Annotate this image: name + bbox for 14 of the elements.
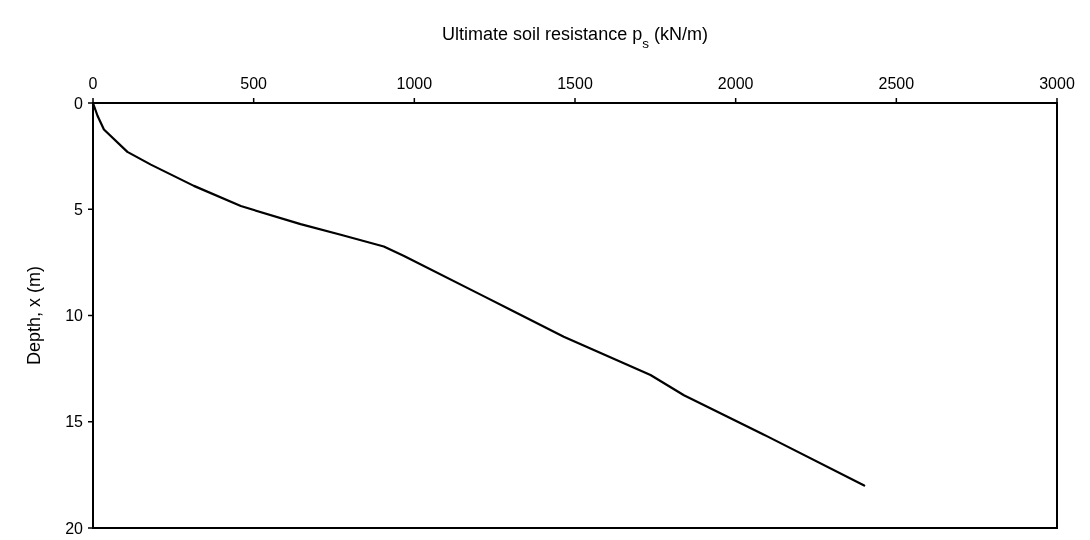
y-tick-label: 15 (65, 413, 84, 431)
y-tick-label: 10 (65, 307, 84, 325)
x-tick-label: 1000 (396, 75, 433, 92)
y-axis-title: Depth, x (m) (24, 265, 44, 366)
y-tick-label: 0 (74, 94, 84, 112)
x-axis-title: Ultimate soil resistance p$_{s}$ (kN/m) (442, 24, 708, 51)
x-tick-label: 0 (88, 75, 98, 92)
y-tick-label: 20 (65, 519, 84, 537)
x-tick-label: 500 (240, 75, 268, 92)
y-tick-label: 5 (74, 200, 84, 218)
x-tick-label: 2000 (717, 75, 754, 92)
x-tick-label: 3000 (1039, 75, 1075, 92)
x-tick-label: 2500 (878, 75, 915, 92)
x-tick-label: 1500 (557, 75, 593, 92)
